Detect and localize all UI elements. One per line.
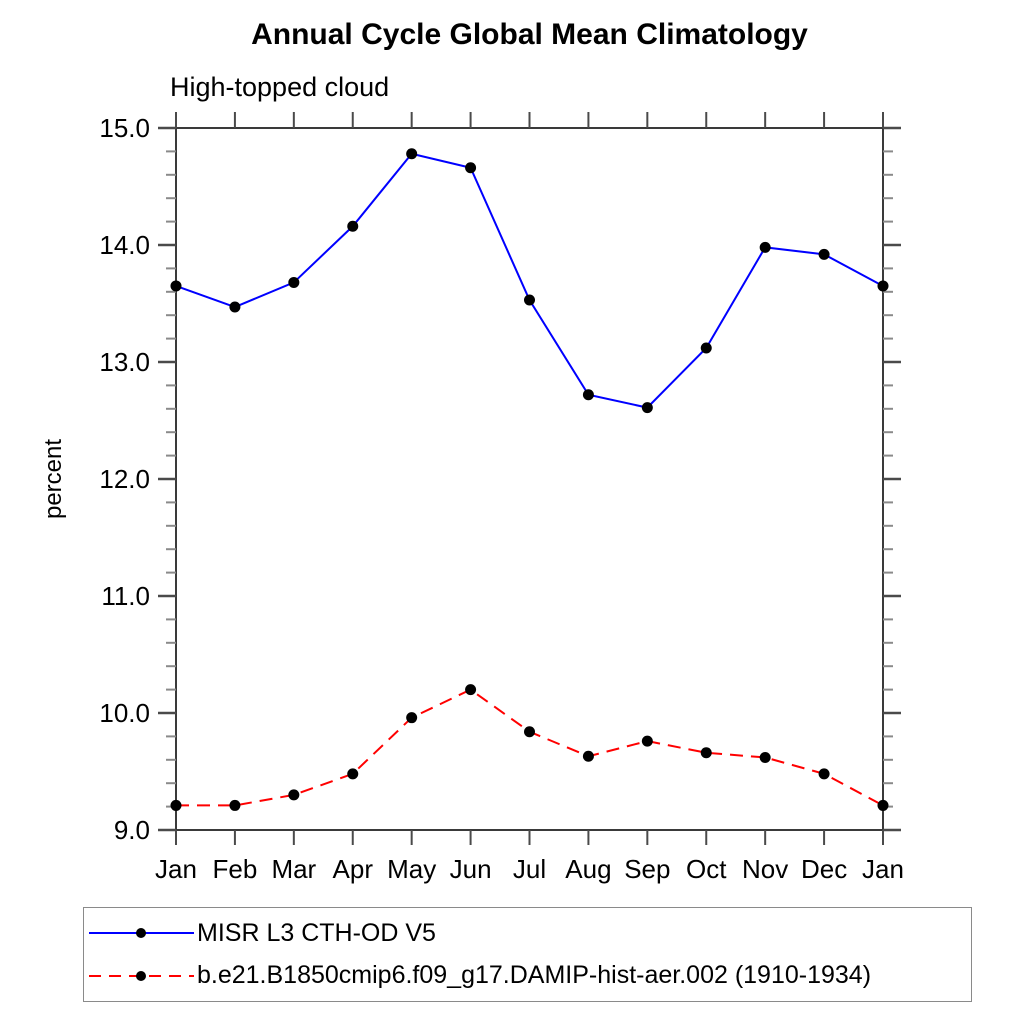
x-tick-label: Feb <box>213 854 258 884</box>
series-1-marker <box>877 799 889 811</box>
legend-label: b.e21.B1850cmip6.f09_g17.DAMIP-hist-aer.… <box>197 961 872 990</box>
series-1-marker <box>582 750 594 762</box>
series-line-0 <box>175 152 884 409</box>
series-1-marker <box>759 751 771 763</box>
series-0-marker <box>524 294 535 306</box>
x-tick-label: Apr <box>333 854 374 884</box>
series-0-marker <box>759 241 771 253</box>
chart-title: Annual Cycle Global Mean Climatology <box>251 18 808 51</box>
series-line-1 <box>176 688 884 807</box>
series-0-marker <box>818 248 830 260</box>
series-layer <box>170 148 889 811</box>
x-tick-label: Aug <box>565 854 611 884</box>
series-1-marker <box>818 768 830 780</box>
series-1-marker <box>347 768 359 780</box>
series-0-marker <box>877 280 889 292</box>
x-tick-label: Mar <box>271 854 316 884</box>
series-1-marker <box>700 747 712 759</box>
legend-marker-dot <box>136 928 146 939</box>
y-tick-label: 14.0 <box>99 230 150 260</box>
series-0-marker <box>288 276 300 288</box>
series-1-marker <box>524 726 535 738</box>
legend: MISR L3 CTH-OD V5 b.e21.B1850cmip6.f09_g1… <box>83 907 972 1002</box>
legend-item: b.e21.B1850cmip6.f09_g17.DAMIP-hist-aer.… <box>89 959 971 993</box>
y-tick-label: 11.0 <box>101 581 150 611</box>
series-0-marker <box>641 402 653 414</box>
series-0-marker <box>229 301 241 313</box>
legend-label: MISR L3 CTH-OD V5 <box>197 918 436 947</box>
series-1-marker <box>170 799 182 811</box>
chart-canvas: 9.0 10.0 11.0 12.0 13.0 14.0 15.0 Jan Feb Mar Apr M… <box>40 112 904 884</box>
series-1-marker <box>406 712 418 724</box>
x-tick-label: Nov <box>742 854 788 884</box>
series-0-marker <box>406 148 418 160</box>
y-tick-label: 15.0 <box>99 113 150 143</box>
x-tick-label: Oct <box>686 854 727 884</box>
series-0-marker <box>582 389 594 401</box>
series-1-marker <box>641 735 653 747</box>
y-tick-label: 13.0 <box>99 347 150 377</box>
plot-frame <box>175 127 884 831</box>
y-axis-title: percent <box>40 439 67 519</box>
x-tick-label: Dec <box>801 854 847 884</box>
series-0-marker <box>170 280 182 292</box>
series-1-marker <box>465 684 477 696</box>
legend-marker-dot <box>136 970 146 981</box>
series-1-marker <box>288 789 300 801</box>
series-1-marker <box>229 799 241 811</box>
series-0-marker <box>465 162 477 174</box>
x-tick-label: Jun <box>450 854 492 884</box>
x-tick-label: Jan <box>155 854 197 884</box>
x-tick-label: Jan <box>862 854 904 884</box>
legend-item: MISR L3 CTH-OD V5 <box>89 916 971 950</box>
y-tick-label: 9.0 <box>114 815 150 845</box>
series-0-marker <box>347 220 359 232</box>
chart-subtitle: High-topped cloud <box>170 72 390 102</box>
x-tick-label: May <box>387 854 436 884</box>
legend-sample-dashed-line <box>89 970 194 981</box>
legend-sample-solid-line <box>89 928 194 939</box>
y-tick-label: 10.0 <box>99 698 150 728</box>
x-tick-label: Sep <box>624 854 670 884</box>
series-0-marker <box>700 342 712 354</box>
x-tick-label: Jul <box>513 854 546 884</box>
axes-layer: 9.0 10.0 11.0 12.0 13.0 14.0 15.0 Jan Feb Mar Apr M… <box>99 112 904 884</box>
y-tick-label: 12.0 <box>99 464 150 494</box>
